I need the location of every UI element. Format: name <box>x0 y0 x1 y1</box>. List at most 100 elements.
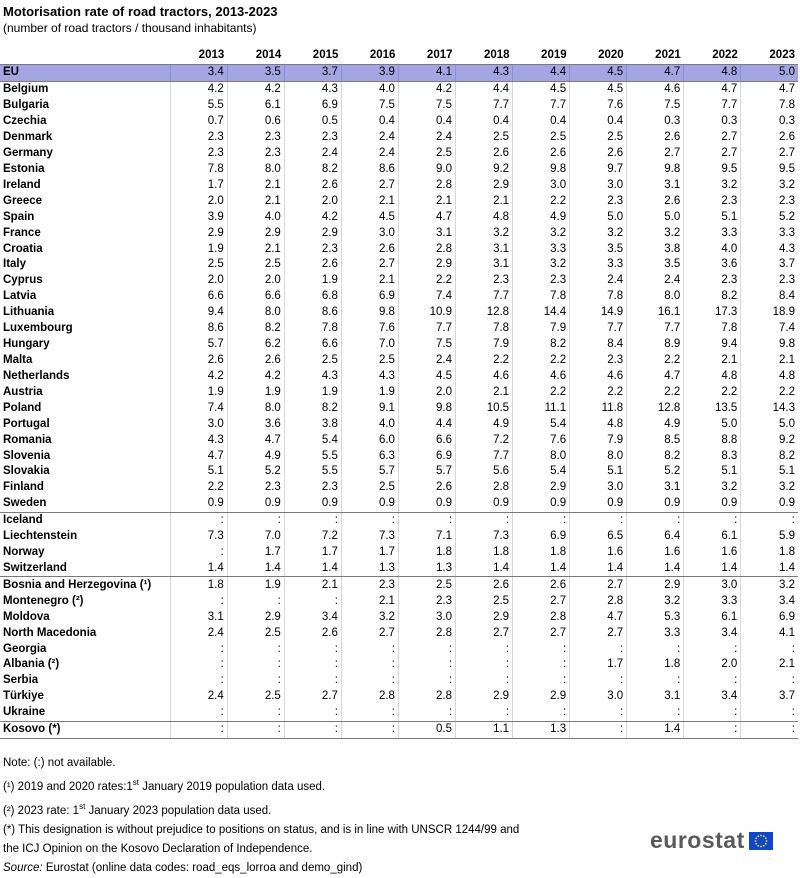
value-cell: 2.5 <box>512 129 570 146</box>
value-cell: : <box>569 704 627 722</box>
value-cell: 4.3 <box>169 432 228 449</box>
value-cell: 9.4 <box>169 304 228 321</box>
value-cell: 2.8 <box>340 688 399 705</box>
value-cell: 9.8 <box>340 304 399 321</box>
value-cell: 4.2 <box>226 81 285 98</box>
value-cell: : <box>226 657 285 673</box>
value-cell: 6.6 <box>169 288 228 305</box>
value-cell: 2.8 <box>397 688 456 705</box>
value-cell: 11.1 <box>512 400 570 417</box>
value-cell: : <box>283 672 342 689</box>
value-cell: 7.6 <box>569 97 627 114</box>
value-cell: 4.7 <box>569 609 627 626</box>
country-label: Ireland <box>3 178 41 191</box>
value-cell: : <box>340 672 399 689</box>
country-label: Czechia <box>3 115 47 128</box>
value-cell: 2.4 <box>569 272 627 289</box>
value-cell: 4.7 <box>626 368 684 385</box>
table-row: Liechtenstein 7.3 7.0 7.2 7.3 7.1 7.3 6.9 6.5 6.4… <box>0 528 798 545</box>
value-cell: 3.3 <box>569 256 627 273</box>
value-cell: : <box>397 641 456 658</box>
value-cell: 1.8 <box>455 544 513 561</box>
value-cell: 8.0 <box>512 448 570 464</box>
value-cell: 4.7 <box>169 448 228 464</box>
value-cell: 7.9 <box>512 320 570 337</box>
country-label: Slovenia <box>3 449 51 462</box>
value-cell: 2.4 <box>340 145 399 162</box>
value-cell: 3.0 <box>569 177 627 194</box>
value-cell: 2.3 <box>455 272 513 289</box>
value-cell: 2.2 <box>512 352 570 369</box>
country-label: Kosovo (*) <box>0 721 171 739</box>
value-cell: 7.2 <box>283 528 342 545</box>
country-label: Croatia <box>3 242 43 255</box>
value-cell: 7.3 <box>455 528 513 545</box>
value-cell: 6.9 <box>740 609 798 626</box>
value-cell: 3.0 <box>683 576 741 594</box>
value-cell: 7.3 <box>169 528 228 545</box>
value-cell: 3.2 <box>569 225 627 242</box>
value-cell: 2.5 <box>455 593 513 610</box>
value-cell: 4.6 <box>455 368 513 385</box>
value-cell: 1.9 <box>340 384 399 401</box>
value-cell: 0.9 <box>226 495 285 513</box>
value-cell: 5.5 <box>169 97 228 114</box>
value-cell: 0.3 <box>626 113 684 130</box>
value-cell: 6.9 <box>512 528 570 545</box>
value-cell: 2.1 <box>226 241 285 257</box>
value-cell: : <box>626 641 684 658</box>
value-cell: 0.9 <box>740 495 798 513</box>
table-row: Belgium 4.2 4.2 4.3 4.0 4.2 4.4 4.5 4.5 4.6 4.7 4.7 <box>0 81 798 98</box>
value-cell: 5.1 <box>740 463 798 480</box>
flag-star <box>759 845 762 847</box>
value-cell: : <box>569 641 627 658</box>
value-cell: 2.6 <box>626 129 684 146</box>
flag-star <box>764 842 767 845</box>
value-cell: 9.0 <box>397 161 456 178</box>
value-cell: 1.9 <box>169 384 228 401</box>
value-cell: 2.6 <box>626 193 684 210</box>
country-label: Italy <box>3 258 27 271</box>
value-cell: 7.8 <box>683 320 741 337</box>
value-cell: 4.3 <box>283 368 342 385</box>
value-cell: 3.9 <box>169 209 228 226</box>
value-cell: 3.2 <box>626 225 684 242</box>
country-label: Poland <box>3 401 42 414</box>
value-cell: 5.0 <box>683 416 741 433</box>
value-cell: 0.9 <box>455 495 513 513</box>
value-cell: 7.8 <box>569 288 627 305</box>
value-cell: 7.5 <box>397 336 456 353</box>
value-cell: : <box>283 512 342 529</box>
value-cell: 2.3 <box>683 272 741 289</box>
value-cell: : <box>283 704 342 722</box>
value-cell: : <box>626 704 684 722</box>
value-cell: 3.6 <box>683 256 741 273</box>
table-row: Moldova 3.1 2.9 3.4 3.2 3.0 2.9 2.8 4.7 5.3 6.1 6.9 <box>0 609 798 626</box>
value-cell: 2.2 <box>169 479 228 496</box>
header-year: 2022 <box>683 48 741 65</box>
value-cell: 2.0 <box>169 272 228 289</box>
value-cell: 17.3 <box>683 304 741 321</box>
value-cell: 7.9 <box>455 336 513 353</box>
value-cell: 4.3 <box>740 241 798 257</box>
value-cell: 4.3 <box>455 64 513 82</box>
value-cell: 2.9 <box>455 177 513 194</box>
value-cell: 2.3 <box>569 193 627 210</box>
value-cell: 2.5 <box>283 352 342 369</box>
value-cell: 2.4 <box>169 688 228 705</box>
value-cell: 12.8 <box>455 304 513 321</box>
value-cell: 3.0 <box>569 688 627 705</box>
table-row: Italy 2.5 2.5 2.6 2.7 2.9 3.1 3.2 3.3 3.5 3.6 3.7 <box>0 256 798 273</box>
eu-flag-icon <box>748 831 773 850</box>
value-cell: 14.9 <box>569 304 627 321</box>
note-not-available: Note: (:) not available. <box>3 757 116 769</box>
flag-star <box>759 834 762 836</box>
value-cell: 8.4 <box>569 336 627 353</box>
value-cell: : <box>169 721 228 739</box>
value-cell: 7.4 <box>169 400 228 417</box>
header-year: 2016 <box>341 48 399 65</box>
value-cell: 2.3 <box>169 145 228 162</box>
value-cell: 3.0 <box>340 225 399 242</box>
value-cell: : <box>740 641 798 658</box>
country-label: Lithuania <box>3 306 55 319</box>
